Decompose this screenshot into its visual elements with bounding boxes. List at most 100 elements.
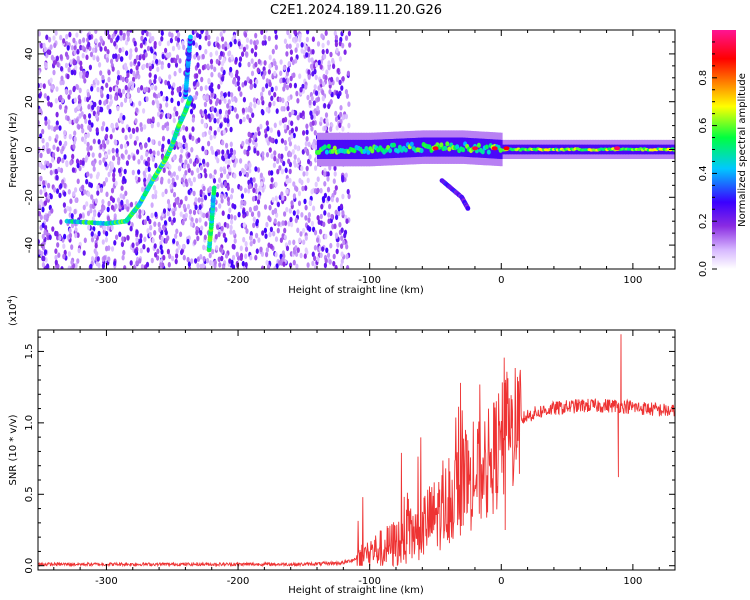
heatmap-cell (347, 101, 351, 107)
heatmap-cell (465, 206, 471, 211)
heatmap-cell (308, 199, 312, 206)
heatmap-cell (172, 210, 176, 217)
heatmap-cell (156, 66, 160, 73)
heatmap-cell (55, 188, 60, 194)
heatmap-cell (172, 217, 176, 223)
heatmap-cell (176, 37, 181, 43)
heatmap-cell (81, 160, 85, 166)
heatmap-cell (114, 53, 118, 59)
heatmap-cell (101, 199, 105, 205)
heatmap-cell (256, 67, 260, 74)
heatmap-cell (47, 37, 52, 43)
heatmap-cell (207, 77, 211, 84)
heatmap-cell (229, 224, 233, 231)
heatmap-cell (273, 122, 277, 129)
heatmap-cell (111, 147, 115, 154)
heatmap-cell (167, 62, 171, 69)
heatmap-cell (259, 246, 263, 253)
heatmap-cell (70, 69, 74, 76)
heatmap-cell (150, 212, 154, 219)
heatmap-cell (285, 84, 290, 91)
heatmap-cell (169, 37, 173, 44)
heatmap-cell (175, 110, 179, 117)
heatmap-cell (213, 117, 217, 124)
heatmap-cell (202, 185, 206, 192)
heatmap-cell (199, 85, 203, 92)
heatmap-cell (370, 148, 375, 154)
heatmap-cell (268, 63, 272, 70)
heatmap-cell (59, 54, 63, 60)
heatmap-cell (288, 208, 292, 214)
heatmap-cell (310, 126, 314, 132)
heatmap-cell (112, 155, 116, 161)
heatmap-cell (56, 146, 60, 152)
heatmap-cell (135, 135, 139, 142)
heatmap-cell (284, 101, 289, 107)
heatmap-cell (46, 263, 50, 269)
spectrogram-xtick-label: -200 (227, 275, 250, 286)
heatmap-cell (267, 242, 271, 248)
heatmap-cell (109, 167, 113, 174)
heatmap-cell (340, 227, 344, 233)
heatmap-cell (274, 44, 278, 50)
heatmap-cell (265, 221, 269, 228)
heatmap-cell (270, 170, 274, 176)
heatmap-cell (87, 191, 91, 197)
heatmap-cell (285, 245, 290, 252)
heatmap-cell (260, 181, 264, 187)
heatmap-cell (334, 34, 338, 41)
heatmap-cell (152, 184, 156, 191)
heatmap-cell (216, 183, 220, 190)
heatmap-cell (304, 84, 308, 90)
heatmap-cell (264, 133, 268, 139)
heatmap-cell (151, 156, 155, 162)
heatmap-cell (278, 120, 282, 126)
heatmap-cell (295, 186, 299, 192)
heatmap-cell (232, 149, 237, 156)
heatmap-cell (38, 161, 42, 168)
heatmap-cell (104, 153, 108, 159)
heatmap-cell (218, 113, 222, 120)
heatmap-cell (268, 81, 272, 88)
heatmap-cell (57, 252, 61, 258)
heatmap-cell (343, 229, 348, 236)
heatmap-cell (316, 176, 320, 182)
heatmap-cell (167, 138, 171, 145)
heatmap-cell (41, 137, 45, 144)
heatmap-cell (81, 184, 85, 191)
heatmap-cell (230, 54, 234, 60)
heatmap-cell (126, 72, 130, 78)
heatmap-cell (332, 63, 336, 70)
heatmap-cell (90, 231, 94, 237)
heatmap-cell (249, 39, 253, 45)
heatmap-cell (304, 185, 308, 191)
heatmap-cell (135, 213, 140, 219)
heatmap-cell (257, 210, 261, 217)
heatmap-cell (204, 85, 208, 91)
heatmap-cell (127, 82, 132, 88)
heatmap-cell (267, 69, 271, 75)
heatmap-cell (96, 86, 100, 93)
figure-title: C2E1.2024.189.11.20.G26 (270, 3, 442, 18)
heatmap-cell (239, 91, 243, 97)
heatmap-cell (182, 44, 186, 51)
heatmap-cell (243, 187, 248, 194)
heatmap-cell (313, 245, 317, 251)
heatmap-cell (312, 205, 316, 212)
heatmap-cell (122, 114, 126, 121)
heatmap-cell (170, 32, 174, 39)
heatmap-cell (53, 42, 57, 49)
heatmap-cell (323, 171, 327, 177)
heatmap-cell (66, 73, 70, 80)
heatmap-cell (304, 215, 308, 221)
snr-xtick-label: -200 (227, 576, 250, 587)
heatmap-cell (345, 93, 349, 99)
heatmap-cell (191, 135, 195, 142)
heatmap-cell (55, 231, 59, 237)
heatmap-cell (335, 197, 339, 203)
colorbar-label: Normalized spectral amplitude (737, 73, 748, 227)
heatmap-cell (303, 198, 307, 205)
heatmap-cell (78, 98, 82, 104)
heatmap-cell (221, 139, 225, 146)
heatmap-cell (273, 266, 277, 269)
